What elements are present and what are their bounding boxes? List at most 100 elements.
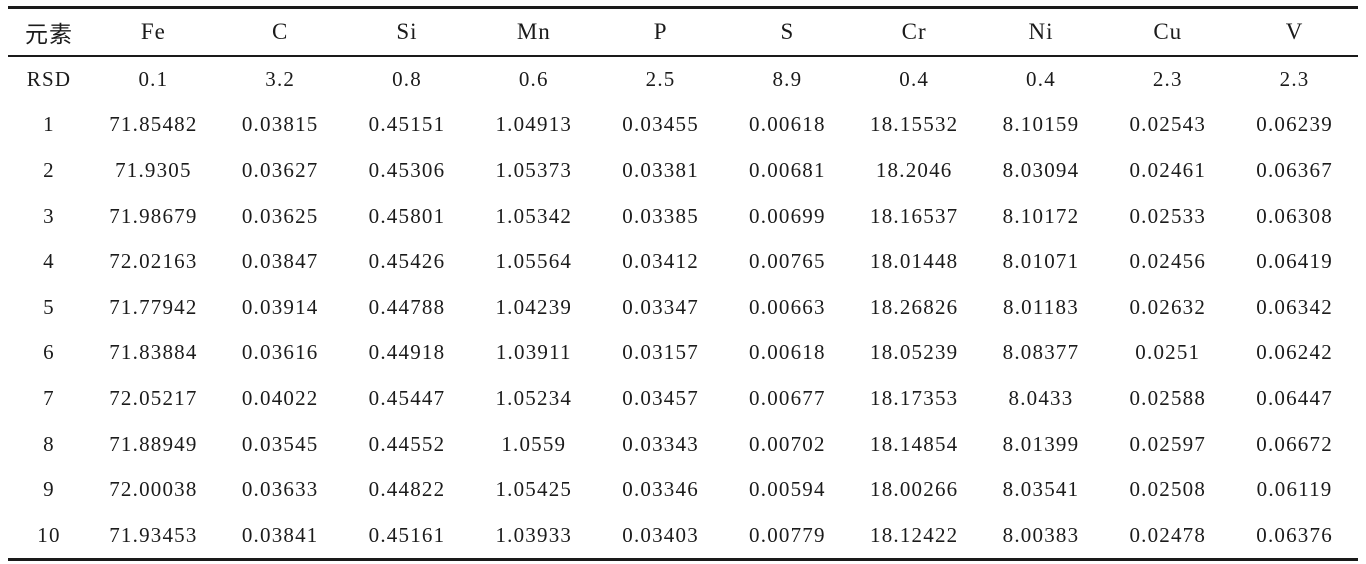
table-cell: 0.00681	[749, 158, 826, 183]
table-cell: 0.00699	[749, 203, 826, 228]
table-cell: 0.03157	[622, 340, 699, 365]
table-cell: 0.06367	[1256, 158, 1333, 183]
table-cell: 8.01183	[1003, 294, 1079, 319]
table-cell: 8.00383	[1002, 522, 1080, 547]
table-cell: 0.1	[138, 66, 169, 91]
table-cell: 0.03545	[241, 431, 319, 456]
table-cell: 0.44552	[368, 431, 446, 456]
table-cell: 2.5	[645, 66, 676, 91]
row-label: 6	[43, 340, 55, 365]
table-row: 8 71.88949 0.03545 0.44552 1.0559 0.03343 0.00…	[8, 421, 1358, 467]
table-cell: 0.6	[518, 66, 549, 91]
table-cell: 0.03343	[622, 431, 699, 456]
table-cell: 0.03455	[622, 112, 699, 137]
table-cell: 0.45447	[368, 386, 446, 411]
table-cell: 72.02163	[109, 249, 198, 274]
row-label: 9	[43, 477, 55, 502]
table-row: 5 71.77942 0.03914 0.44788 1.04239 0.03347 0.0…	[8, 285, 1358, 331]
table-cell: 0.02508	[1129, 477, 1207, 502]
table-cell: 0.00677	[749, 386, 826, 411]
row-label: 7	[43, 386, 55, 411]
table-cell: 0.44822	[368, 477, 446, 502]
table-cell: 0.06447	[1256, 386, 1333, 411]
table-cell: 8.0433	[1008, 386, 1074, 411]
column-header-p: P	[653, 18, 668, 44]
table-cell: 8.10159	[1002, 112, 1080, 137]
table-cell: 1.03911	[495, 340, 572, 365]
table-cell: 0.02533	[1129, 203, 1207, 228]
row-label: 4	[43, 249, 55, 274]
table-cell: 72.05217	[109, 386, 198, 411]
corner-label-element: 元素	[25, 21, 73, 47]
column-header-si: Si	[396, 18, 418, 44]
table-cell: 0.03841	[241, 522, 319, 547]
table-cell: 8.03094	[1002, 158, 1080, 183]
row-label: 5	[43, 294, 55, 319]
table-cell: 1.03933	[495, 522, 573, 547]
table-row: 2 71.9305 0.03627 0.45306 1.05373 0.03381 0.00…	[8, 148, 1358, 194]
table-cell: 18.01448	[870, 249, 959, 274]
table-cell: 1.0559	[501, 431, 567, 456]
table-row: 4 72.02163 0.03847 0.45426 1.05564 0.03412 0.0…	[8, 239, 1358, 285]
table-cell: 2.3	[1279, 66, 1310, 91]
table-cell: 3.2	[265, 66, 296, 91]
table-cell: 0.02632	[1129, 294, 1207, 319]
table-cell: 0.03385	[622, 203, 699, 228]
table-cell: 18.2046	[875, 158, 953, 183]
table-cell: 0.03627	[241, 158, 319, 183]
table-cell: 8.03541	[1002, 477, 1080, 502]
table-cell: 0.02478	[1129, 522, 1207, 547]
table-cell: 1.05425	[495, 477, 573, 502]
table-cell: 0.03346	[622, 477, 699, 502]
table-cell: 0.44918	[368, 340, 446, 365]
table-cell: 0.03457	[622, 386, 699, 411]
rsd-analysis-table-wrap: 元素 Fe C Si Mn P S Cr Ni Cu V RSD 0.1 3.2 0.8 0.6 2.5 8.9…	[8, 6, 1358, 562]
table-cell: 18.15532	[870, 112, 959, 137]
table-cell: 0.02588	[1129, 386, 1207, 411]
column-header-mn: Mn	[516, 18, 551, 44]
table-cell: 0.02597	[1129, 431, 1207, 456]
row-label: 3	[43, 203, 55, 228]
table-cell: 0.06242	[1256, 340, 1333, 365]
table-cell: 1.04913	[495, 112, 573, 137]
row-label: 1	[43, 112, 55, 137]
table-cell: 0.00618	[749, 112, 826, 137]
table-cell: 0.03815	[241, 112, 319, 137]
table-cell: 0.06308	[1256, 203, 1333, 228]
column-header-s: S	[780, 18, 795, 44]
table-row: 10 71.93453 0.03841 0.45161 1.03933 0.03403 0.…	[8, 513, 1358, 560]
table-cell: 0.00779	[749, 522, 826, 547]
table-cell: 0.03403	[622, 522, 699, 547]
table-cell: 0.0251	[1135, 340, 1201, 365]
table-cell: 71.98679	[109, 203, 198, 228]
table-cell: 18.00266	[870, 477, 959, 502]
table-cell: 0.03381	[622, 158, 699, 183]
table-cell: 0.04022	[241, 386, 319, 411]
table-cell: 1.05373	[495, 158, 573, 183]
table-cell: 1.05342	[495, 203, 573, 228]
table-cell: 8.9	[772, 66, 803, 91]
table-cell: 0.06672	[1256, 431, 1333, 456]
table-cell: 0.00765	[749, 249, 826, 274]
table-row: 9 72.00038 0.03633 0.44822 1.05425 0.03346 0.0…	[8, 467, 1358, 513]
table-cell: 0.06119	[1256, 477, 1333, 502]
table-cell: 0.00663	[749, 294, 826, 319]
row-label: 8	[43, 431, 55, 456]
table-row: 3 71.98679 0.03625 0.45801 1.05342 0.03385 0.0…	[8, 193, 1358, 239]
table-cell: 0.45161	[368, 522, 446, 547]
table-body: RSD 0.1 3.2 0.8 0.6 2.5 8.9 0.4 0.4 2.3 2.3 1 71.854…	[8, 56, 1358, 560]
table-cell: 0.4	[1026, 66, 1056, 91]
table-cell: 18.05239	[870, 340, 959, 365]
table-cell: 1.05234	[495, 386, 573, 411]
table-cell: 0.06419	[1256, 249, 1333, 274]
table-cell: 8.08377	[1002, 340, 1080, 365]
column-header-c: C	[272, 18, 289, 44]
table-cell: 0.06239	[1256, 112, 1333, 137]
column-header-cr: Cr	[901, 18, 927, 44]
row-label: 10	[37, 522, 61, 547]
row-label: RSD	[26, 66, 72, 91]
rsd-analysis-table: 元素 Fe C Si Mn P S Cr Ni Cu V RSD 0.1 3.2 0.8 0.6 2.5 8.9…	[8, 6, 1358, 562]
table-cell: 0.45151	[368, 112, 446, 137]
table-cell: 0.03625	[241, 203, 319, 228]
table-cell: 71.77942	[109, 294, 198, 319]
